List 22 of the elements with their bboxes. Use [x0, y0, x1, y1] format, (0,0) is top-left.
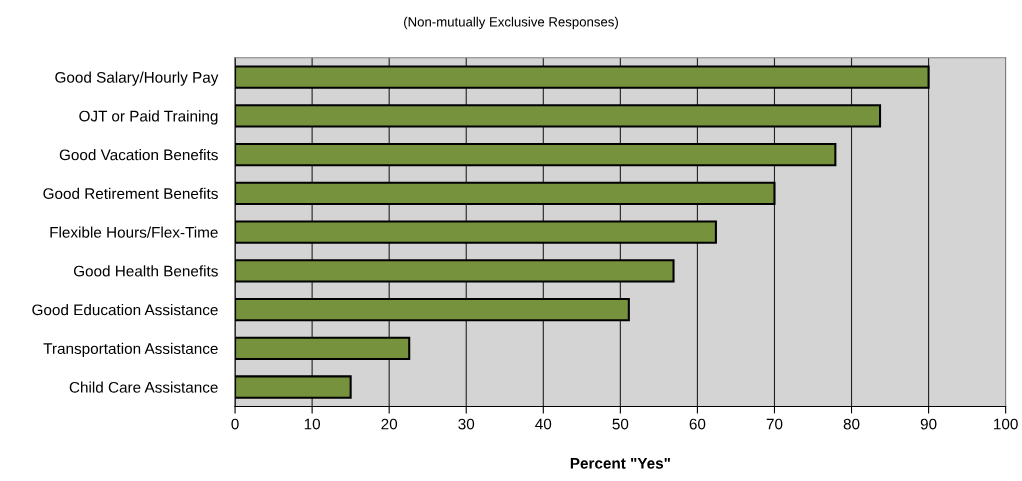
x-axis-title: Percent "Yes": [570, 458, 670, 469]
y-tick-label: Flexible Hours/Flex-Time: [50, 226, 218, 238]
x-tick-label: 100: [994, 418, 1018, 430]
x-tick-label: 60: [689, 418, 706, 430]
chart-subtitle: (Non-mutually Exclusive Responses): [404, 16, 618, 30]
y-tick-label: Good Education Assistance: [32, 304, 218, 316]
x-tick-label: 20: [381, 418, 398, 430]
y-tick-label: Transportation Assistance: [43, 342, 218, 358]
x-tick-label: 30: [458, 418, 475, 430]
y-tick-label: Good Vacation Benefits: [59, 149, 218, 161]
x-tick-label: 40: [535, 418, 552, 430]
x-tick-label: 80: [843, 418, 860, 430]
x-tick-label: 0: [231, 418, 239, 430]
y-tick-label: Child Care Assistance: [69, 381, 218, 393]
y-tick-label: Good Salary/Hourly Pay: [55, 71, 219, 86]
x-tick-label: 10: [304, 418, 321, 430]
x-tick-label: 50: [612, 418, 629, 430]
x-tick-label: 70: [766, 418, 783, 430]
y-tick-label: Good Health Benefits: [73, 265, 218, 277]
x-tick-label: 90: [920, 418, 937, 430]
y-tick-label: OJT or Paid Training: [79, 110, 218, 125]
y-tick-label: Good Retirement Benefits: [43, 187, 218, 200]
